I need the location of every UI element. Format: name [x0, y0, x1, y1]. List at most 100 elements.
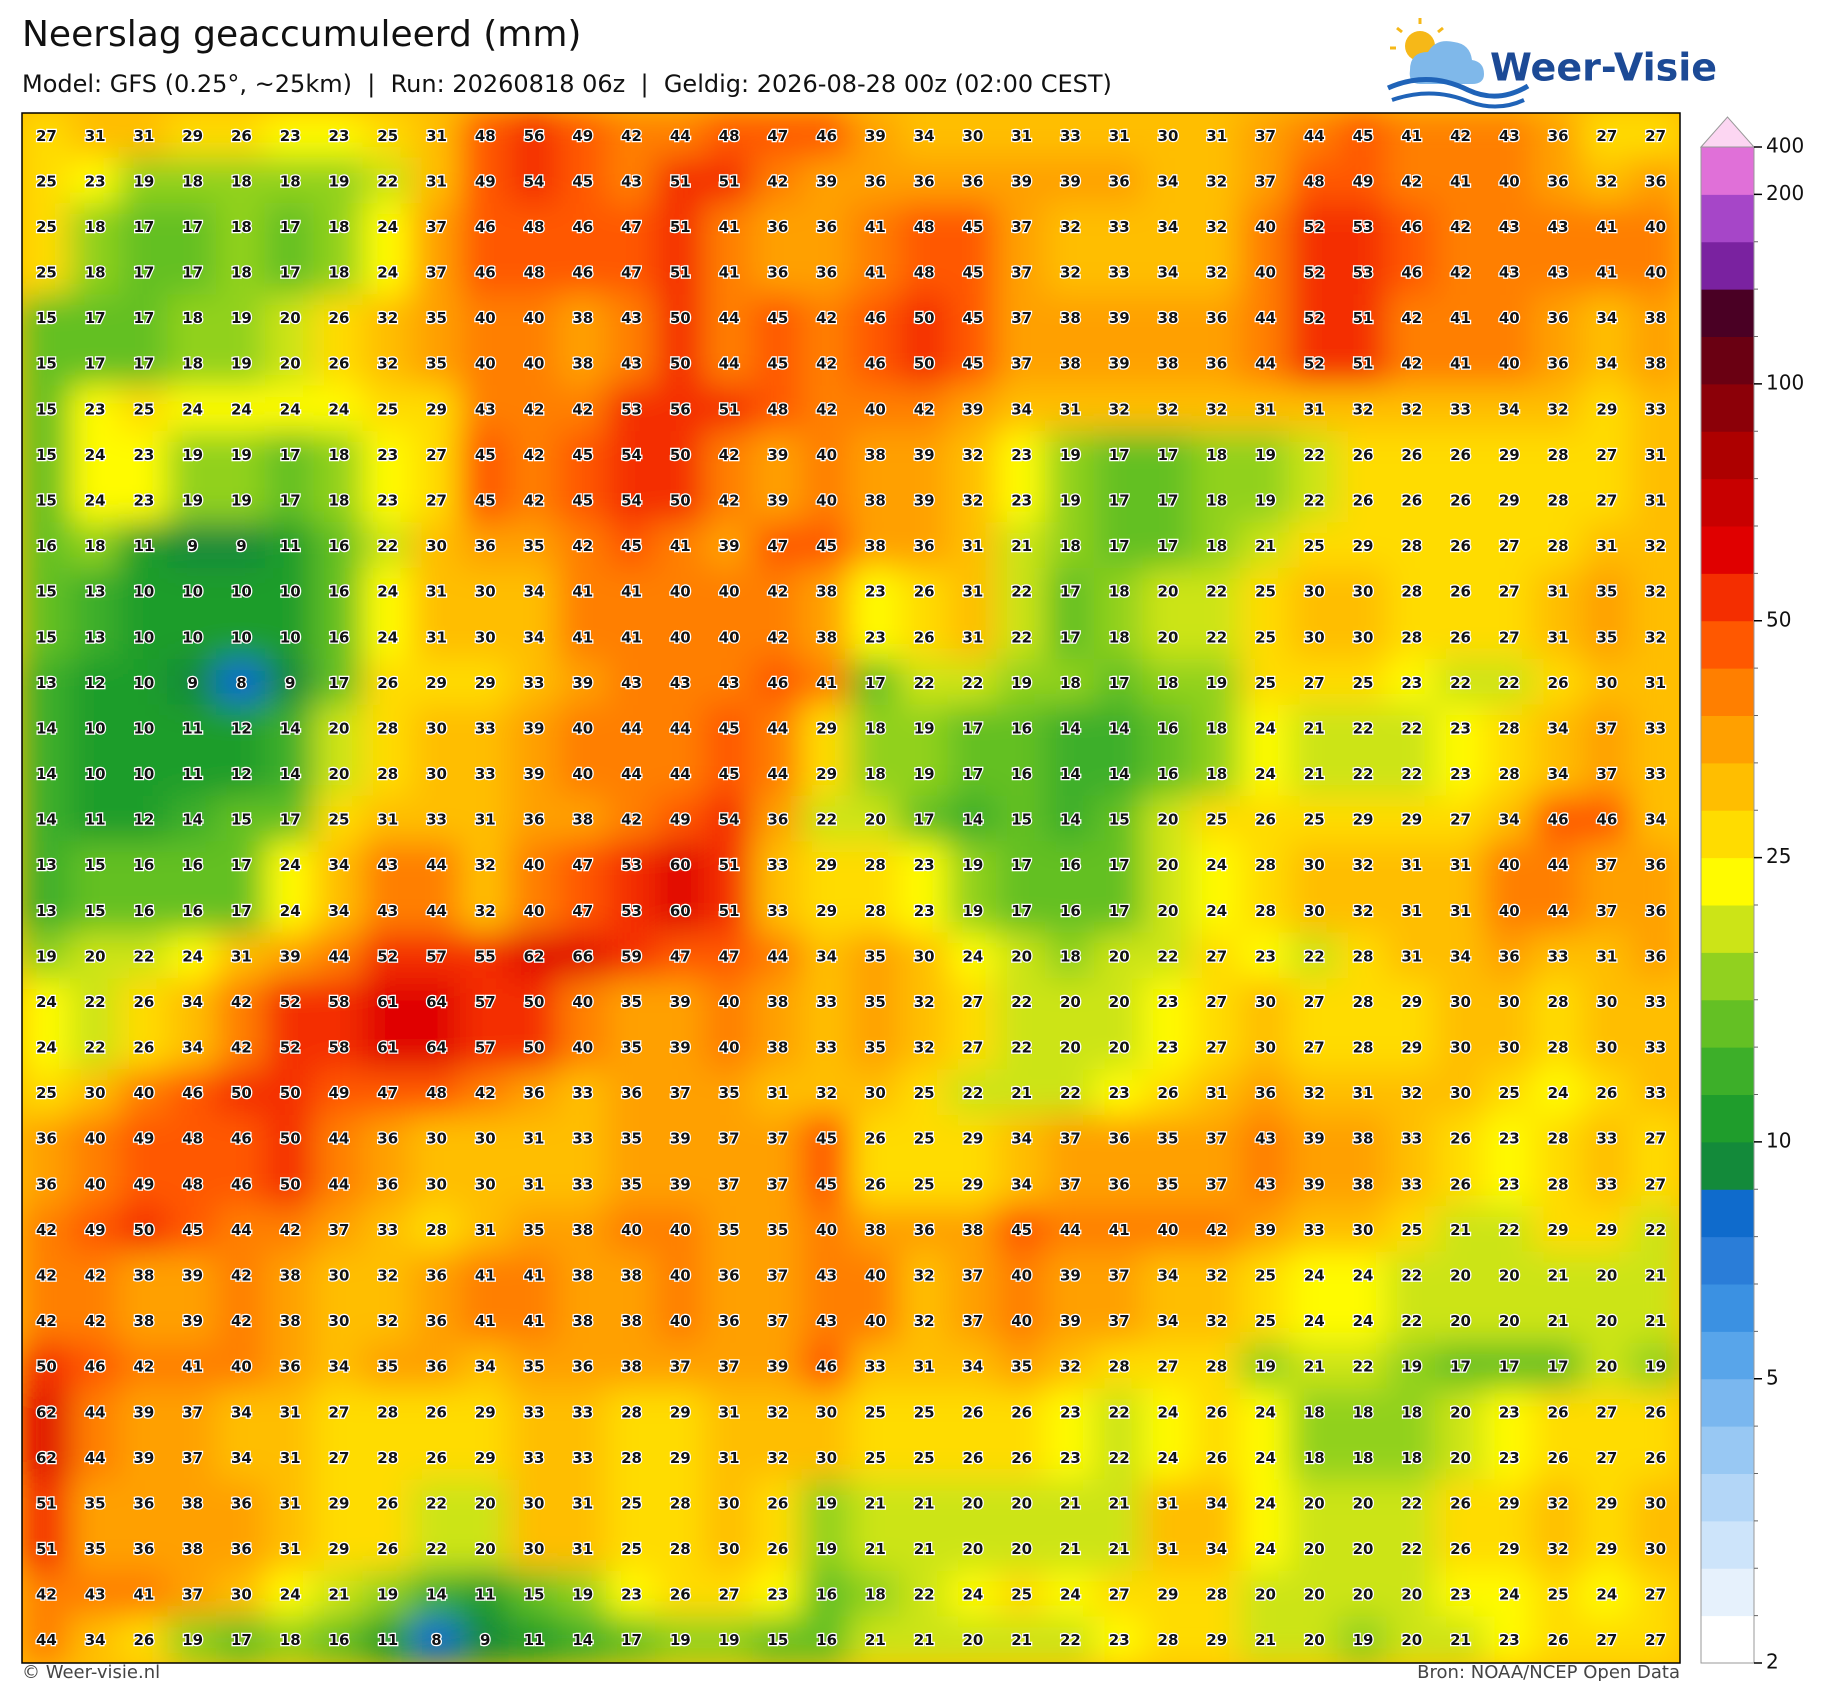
precip-cell [1483, 887, 1535, 935]
precip-value: 38 [865, 492, 886, 510]
precip-cell [1093, 294, 1145, 342]
precip-value: 51 [719, 856, 740, 874]
precip-cell [1386, 476, 1438, 525]
precip-cell [508, 841, 560, 889]
precip-cell [947, 887, 999, 935]
precip-value: 42 [36, 1221, 57, 1239]
precip-value: 37 [426, 264, 447, 282]
precip-cell [264, 1206, 316, 1254]
precip-cell [22, 294, 72, 342]
precip-value: 37 [767, 1175, 788, 1193]
precip-value: 40 [85, 1175, 106, 1193]
precip-value: 27 [426, 492, 447, 510]
precip-cell [1386, 1160, 1438, 1209]
precip-cell [411, 1114, 462, 1163]
precip-cell [801, 522, 852, 570]
precip-value: 30 [1645, 1540, 1666, 1558]
precip-cell [654, 887, 706, 935]
precip-value: 47 [572, 902, 593, 920]
precip-value: 24 [1353, 1312, 1374, 1330]
precip-value: 26 [767, 1540, 788, 1558]
precip-value: 38 [816, 628, 837, 646]
precip-value: 27 [1499, 537, 1520, 555]
precip-value: 45 [719, 765, 740, 783]
precip-cell [898, 157, 950, 206]
precip-value: 10 [231, 628, 252, 646]
precip-cell [752, 431, 804, 479]
colorbar-segment [1701, 810, 1754, 859]
precip-value: 19 [36, 947, 57, 965]
precip-value: 34 [816, 947, 837, 965]
precip-cell [996, 1160, 1048, 1209]
precip-value: 20 [1304, 1494, 1325, 1512]
precip-value: 10 [182, 628, 203, 646]
precip-value: 42 [524, 400, 545, 418]
precip-value: 35 [621, 1130, 642, 1148]
precip-value: 49 [475, 172, 496, 190]
precip-cell [1337, 567, 1389, 616]
precip-cell [1240, 1206, 1291, 1254]
precip-value: 40 [572, 1039, 593, 1057]
precip-value: 18 [1206, 537, 1227, 555]
precip-value: 40 [816, 1221, 837, 1239]
precip-value: 28 [377, 1449, 398, 1467]
precip-value: 17 [280, 446, 301, 464]
precip-cell [362, 932, 414, 981]
precip-value: 16 [133, 856, 154, 874]
precip-cell [167, 978, 219, 1026]
precip-cell [264, 1160, 316, 1209]
precip-value: 14 [426, 1586, 447, 1604]
precip-cell [508, 750, 560, 798]
precip-cell [1240, 157, 1291, 206]
precip-cell [22, 1023, 72, 1072]
precip-value: 27 [1304, 674, 1325, 692]
precip-cell [1240, 294, 1291, 342]
precip-cell [459, 978, 511, 1026]
precip-cell [996, 1206, 1048, 1254]
precip-value: 20 [1158, 583, 1179, 601]
precip-value: 26 [133, 1631, 154, 1649]
precip-value: 27 [329, 1403, 350, 1421]
precip-cell [1483, 385, 1535, 434]
precip-value: 26 [329, 309, 350, 327]
precip-value: 39 [1011, 172, 1032, 190]
precip-value: 27 [1596, 1449, 1617, 1467]
precip-value: 53 [621, 400, 642, 418]
precip-cell [1288, 157, 1340, 206]
precip-cell [118, 659, 170, 707]
colorbar-segment [1701, 1520, 1754, 1569]
precip-cell [167, 294, 219, 342]
precip-value: 30 [329, 1267, 350, 1285]
precip-value: 42 [767, 583, 788, 601]
precip-value: 36 [1109, 172, 1130, 190]
precip-cell [801, 203, 852, 251]
precip-value: 26 [865, 1175, 886, 1193]
precip-cell [606, 795, 657, 844]
precip-value: 18 [1206, 719, 1227, 737]
precip-value: 28 [1548, 993, 1569, 1011]
precip-value: 26 [962, 1403, 983, 1421]
precip-cell [703, 1023, 755, 1072]
precip-value: 44 [329, 1175, 350, 1193]
precip-cell [1288, 248, 1340, 297]
precip-value: 19 [1645, 1358, 1666, 1376]
precip-value: 18 [329, 218, 350, 236]
precip-cell [118, 522, 170, 570]
precip-value: 39 [1304, 1175, 1325, 1193]
precip-value: 14 [182, 811, 203, 829]
precip-cell [752, 157, 804, 206]
precip-cell [996, 385, 1048, 434]
precip-value: 11 [524, 1631, 545, 1649]
precip-cell [850, 841, 901, 889]
precip-value: 16 [1011, 765, 1032, 783]
precip-value: 36 [767, 264, 788, 282]
precip-cell [459, 522, 511, 570]
precip-cell [69, 932, 121, 981]
precip-value: 40 [572, 993, 593, 1011]
precip-value: 49 [133, 1130, 154, 1148]
precip-value: 34 [329, 902, 350, 920]
precip-cell [264, 157, 316, 206]
map-field [22, 113, 1680, 1663]
precip-value: 19 [182, 1631, 203, 1649]
precip-value: 41 [719, 218, 740, 236]
